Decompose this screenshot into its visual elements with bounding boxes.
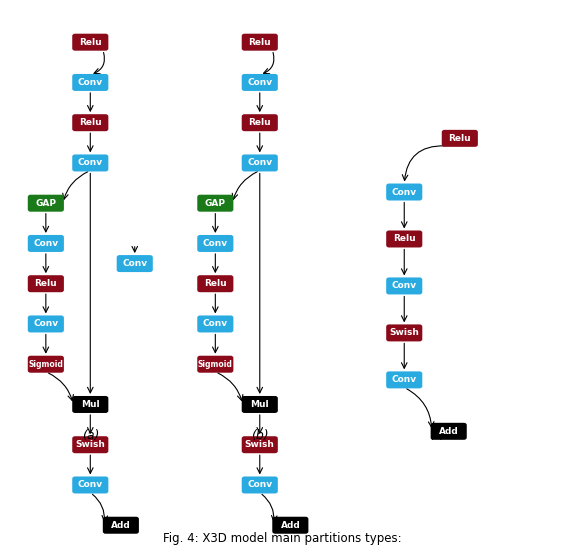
Text: Relu: Relu [448, 134, 471, 143]
FancyBboxPatch shape [197, 356, 233, 373]
FancyBboxPatch shape [242, 476, 278, 494]
Text: Conv: Conv [33, 239, 59, 248]
FancyBboxPatch shape [242, 74, 278, 91]
FancyBboxPatch shape [272, 517, 309, 534]
FancyBboxPatch shape [242, 396, 278, 413]
FancyBboxPatch shape [103, 517, 139, 534]
FancyBboxPatch shape [197, 235, 233, 252]
Text: GAP: GAP [36, 199, 56, 208]
Text: Mul: Mul [81, 400, 100, 409]
Text: GAP: GAP [205, 199, 226, 208]
FancyBboxPatch shape [442, 130, 478, 147]
FancyBboxPatch shape [386, 325, 422, 341]
FancyBboxPatch shape [72, 476, 108, 494]
FancyBboxPatch shape [72, 396, 108, 413]
Text: Conv: Conv [78, 78, 103, 87]
Text: Swish: Swish [389, 329, 419, 337]
FancyBboxPatch shape [28, 235, 64, 252]
FancyBboxPatch shape [242, 155, 278, 171]
FancyBboxPatch shape [28, 356, 64, 373]
FancyBboxPatch shape [242, 114, 278, 131]
Text: Add: Add [439, 427, 459, 436]
Text: Conv: Conv [78, 480, 103, 490]
Text: Sigmoid: Sigmoid [28, 360, 63, 369]
Text: Relu: Relu [249, 118, 271, 127]
FancyBboxPatch shape [386, 230, 422, 248]
Text: Relu: Relu [393, 234, 416, 243]
FancyBboxPatch shape [197, 194, 233, 212]
FancyBboxPatch shape [431, 423, 467, 440]
FancyBboxPatch shape [386, 183, 422, 201]
Text: Swish: Swish [245, 440, 275, 449]
FancyBboxPatch shape [242, 34, 278, 50]
Text: Relu: Relu [204, 279, 227, 288]
Text: Conv: Conv [122, 259, 147, 268]
FancyBboxPatch shape [28, 275, 64, 292]
FancyBboxPatch shape [72, 114, 108, 131]
Text: (b): (b) [251, 429, 268, 442]
Text: Relu: Relu [34, 279, 57, 288]
Text: Conv: Conv [33, 320, 59, 329]
Text: (a): (a) [82, 429, 99, 442]
Text: Conv: Conv [391, 187, 417, 197]
FancyBboxPatch shape [197, 275, 233, 292]
FancyBboxPatch shape [197, 315, 233, 332]
Text: Conv: Conv [78, 158, 103, 167]
FancyBboxPatch shape [72, 34, 108, 50]
Text: Conv: Conv [247, 480, 272, 490]
Text: Conv: Conv [247, 78, 272, 87]
FancyBboxPatch shape [28, 194, 64, 212]
Text: Relu: Relu [79, 118, 102, 127]
Text: Conv: Conv [202, 239, 228, 248]
Text: Mul: Mul [250, 400, 269, 409]
FancyBboxPatch shape [386, 278, 422, 294]
FancyBboxPatch shape [242, 436, 278, 453]
FancyBboxPatch shape [72, 155, 108, 171]
Text: Add: Add [111, 521, 131, 530]
Text: Add: Add [280, 521, 300, 530]
FancyBboxPatch shape [28, 315, 64, 332]
FancyBboxPatch shape [72, 74, 108, 91]
Text: Conv: Conv [247, 158, 272, 167]
Text: (c): (c) [429, 429, 446, 442]
FancyBboxPatch shape [386, 371, 422, 388]
Text: Conv: Conv [391, 281, 417, 290]
Text: Relu: Relu [249, 38, 271, 47]
Text: Swish: Swish [76, 440, 105, 449]
Text: Fig. 4: X3D model main partitions types:: Fig. 4: X3D model main partitions types: [162, 532, 402, 545]
Text: Relu: Relu [79, 38, 102, 47]
FancyBboxPatch shape [117, 255, 153, 272]
Text: Conv: Conv [202, 320, 228, 329]
Text: Sigmoid: Sigmoid [198, 360, 233, 369]
FancyBboxPatch shape [72, 436, 108, 453]
Text: Conv: Conv [391, 376, 417, 384]
